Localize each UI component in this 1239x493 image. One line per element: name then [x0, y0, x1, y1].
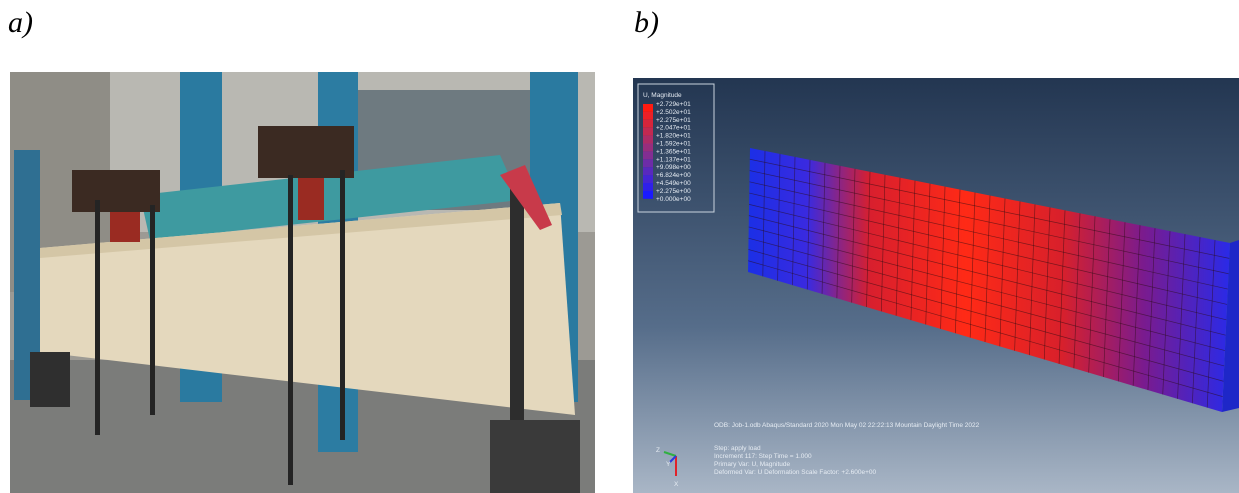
triad-label: X: [674, 481, 679, 488]
legend-swatch: [643, 112, 653, 120]
legend-swatch: [643, 183, 653, 191]
info-line: Increment 117: Step Time = 1.000: [714, 453, 812, 460]
photo: [10, 72, 595, 493]
info-line: Deformed Var: U Deformation Scale Factor…: [714, 469, 876, 476]
legend-entry: +2.047e+01: [656, 125, 691, 132]
triad-label: Y: [666, 461, 671, 468]
legend-entry: +1.820e+01: [656, 133, 691, 140]
triad-label: Z: [656, 447, 660, 454]
legend-swatch: [643, 144, 653, 152]
legend-entry: +4.549e+00: [656, 180, 691, 187]
odb-line: ODB: Job-1.odb Abaqus/Standard 2020 Mon …: [714, 422, 980, 429]
legend-swatch: [643, 167, 653, 175]
panel-label: b): [634, 6, 659, 39]
legend-swatch: [643, 151, 653, 159]
legend-entry: +2.502e+01: [656, 109, 691, 116]
legend-entry: +1.592e+01: [656, 141, 691, 148]
figure: a) b) U, Magnitude +2.729e+01+2.502e+01+…: [0, 0, 1239, 493]
legend-entry: +0.000e+00: [656, 196, 691, 203]
legend-swatch: [643, 175, 653, 183]
legend-swatch: [643, 128, 653, 136]
legend-entry: +2.275e+01: [656, 117, 691, 124]
legend-entry: +9.098e+00: [656, 164, 691, 171]
legend-entry: +1.365e+01: [656, 148, 691, 155]
legend-entry: +1.137e+01: [656, 156, 691, 163]
legend-title: U, Magnitude: [643, 92, 682, 99]
legend-entry: +2.729e+01: [656, 101, 691, 108]
legend-swatch: [643, 120, 653, 128]
legend-swatch: [643, 191, 653, 199]
legend-swatch: [643, 104, 653, 112]
info-line: Primary Var: U, Magnitude: [714, 461, 790, 468]
legend-swatch: [643, 136, 653, 144]
legend: +2.729e+01+2.502e+01+2.275e+01+2.047e+01…: [643, 101, 691, 203]
legend-swatch: [643, 159, 653, 167]
legend-entry: +2.275e+00: [656, 188, 691, 195]
info-line: Step: apply load: [714, 445, 761, 452]
legend-entry: +6.824e+00: [656, 172, 691, 179]
panel-label: a): [8, 6, 33, 39]
